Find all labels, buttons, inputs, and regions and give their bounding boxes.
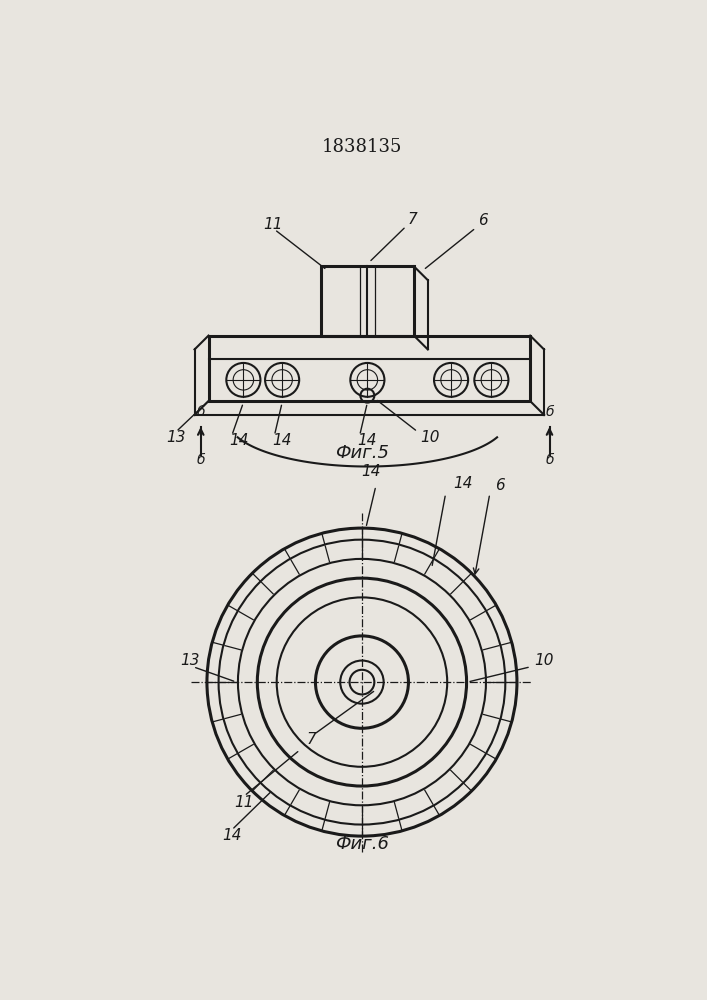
Text: Фиг.5: Фиг.5 [335,444,389,462]
Text: б: б [197,453,205,467]
Text: 14: 14 [230,433,249,448]
Text: 14: 14 [453,476,473,491]
Text: б: б [545,405,554,419]
Text: 7: 7 [408,212,417,227]
Text: 6: 6 [495,478,505,493]
Text: 14: 14 [361,464,381,479]
Text: 1838135: 1838135 [322,138,402,156]
Text: б: б [545,453,554,467]
Text: б: б [197,405,205,419]
Text: 10: 10 [420,430,440,445]
Text: 11: 11 [263,217,282,232]
Text: 10: 10 [534,653,554,668]
Text: Фиг.6: Фиг.6 [335,835,389,853]
Text: 13: 13 [180,653,199,668]
Text: 7: 7 [306,732,316,747]
Text: 6: 6 [478,213,488,228]
Text: 14: 14 [223,828,242,843]
Text: 14: 14 [272,433,291,448]
Text: 13: 13 [166,430,185,445]
Text: 11: 11 [234,795,254,810]
Text: 14: 14 [357,433,377,448]
